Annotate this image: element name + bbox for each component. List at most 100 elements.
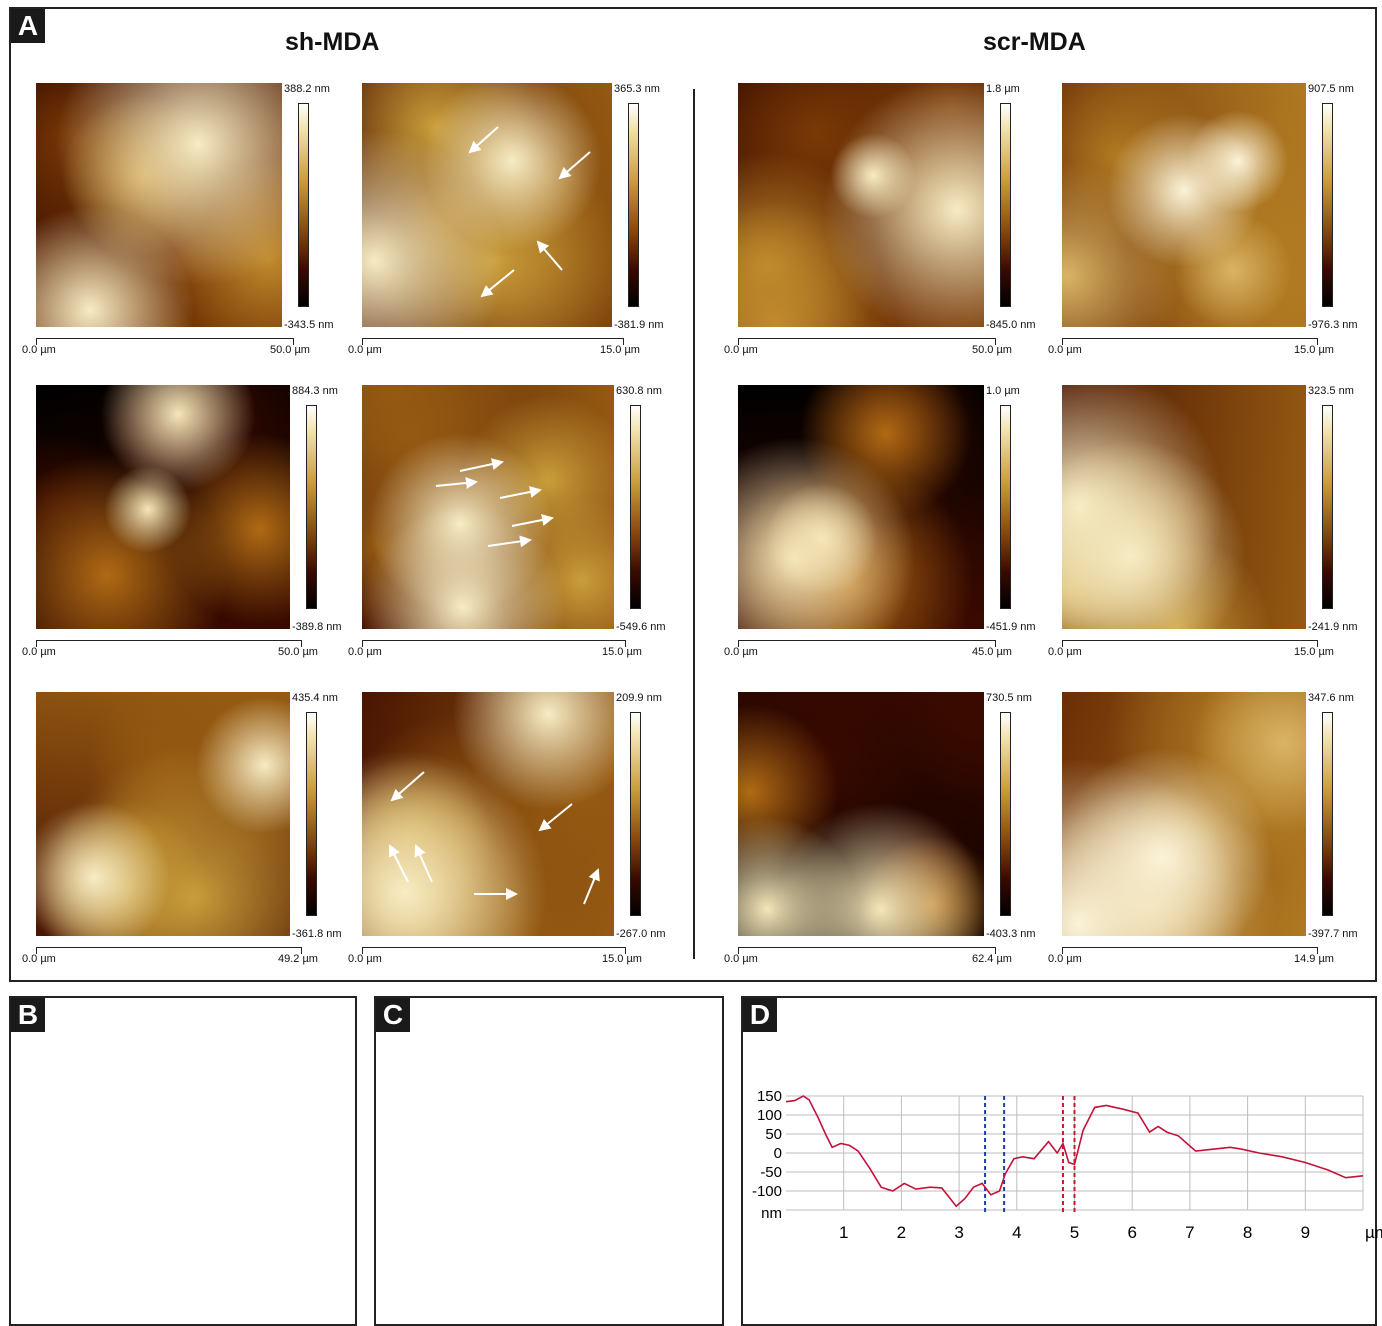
length-scale-bar <box>36 640 302 647</box>
length-scale-end: 45.0 µm <box>972 646 1012 658</box>
color-scale-max-label: 435.4 nm <box>292 692 338 704</box>
length-scale-end: 15.0 µm <box>600 344 640 356</box>
scr-mda-title: scr-MDA <box>983 28 1086 56</box>
panel-d: D <box>741 996 1377 1326</box>
length-scale-bar <box>1062 947 1318 954</box>
y-tick-label: -50 <box>760 1164 782 1181</box>
group-divider <box>693 89 695 959</box>
length-scale-start: 0.0 µm <box>348 953 382 965</box>
color-scale-min-label: -343.5 nm <box>284 319 334 331</box>
y-tick-label: 100 <box>757 1107 782 1124</box>
length-scale-end: 15.0 µm <box>602 646 642 658</box>
length-scale-end: 50.0 µm <box>270 344 310 356</box>
length-scale-start: 0.0 µm <box>22 646 56 658</box>
color-scale-min-label: -845.0 nm <box>986 319 1036 331</box>
sh-mda-title: sh-MDA <box>285 28 380 56</box>
length-scale-bar <box>1062 338 1318 345</box>
afm-image-a6 <box>362 385 614 629</box>
x-tick-label: 6 <box>1127 1223 1136 1242</box>
length-scale-end: 49.2 µm <box>278 953 318 965</box>
y-tick-label: 150 <box>757 1088 782 1105</box>
color-scale-bar <box>1000 712 1011 916</box>
profile-series-line <box>785 1095 1364 1208</box>
color-scale-max-label: 884.3 nm <box>292 385 338 397</box>
length-scale-bar <box>362 338 624 345</box>
afm-image-a12 <box>1062 692 1306 936</box>
color-scale-max-label: 209.9 nm <box>616 692 662 704</box>
afm-image-a9 <box>36 692 290 936</box>
length-scale-bar <box>738 338 996 345</box>
length-scale-start: 0.0 µm <box>1048 953 1082 965</box>
length-scale-end: 50.0 µm <box>972 344 1012 356</box>
afm-image-a5 <box>36 385 290 629</box>
color-scale-min-label: -241.9 nm <box>1308 621 1358 633</box>
color-scale-bar <box>628 103 639 307</box>
y-tick-label: 50 <box>765 1126 782 1143</box>
color-scale-bar <box>1322 103 1333 307</box>
panel-b-label: B <box>11 998 45 1032</box>
color-scale-min-label: -267.0 nm <box>616 928 666 940</box>
length-scale-start: 0.0 µm <box>348 344 382 356</box>
length-scale-end: 62.4 µm <box>972 953 1012 965</box>
length-scale-start: 0.0 µm <box>724 646 758 658</box>
panel-c-label: C <box>376 998 410 1032</box>
length-scale-start: 0.0 µm <box>724 953 758 965</box>
color-scale-max-label: 1.0 µm <box>986 385 1020 397</box>
length-scale-start: 0.0 µm <box>1048 646 1082 658</box>
length-scale-start: 0.0 µm <box>724 344 758 356</box>
afm-image-a11 <box>738 692 984 936</box>
length-scale-bar <box>36 338 294 345</box>
color-scale-max-label: 730.5 nm <box>986 692 1032 704</box>
x-tick-label: 8 <box>1243 1223 1252 1242</box>
afm-image-a3 <box>738 83 984 327</box>
length-scale-start: 0.0 µm <box>22 344 56 356</box>
color-scale-min-label: -397.7 nm <box>1308 928 1358 940</box>
color-scale-bar <box>298 103 309 307</box>
color-scale-max-label: 907.5 nm <box>1308 83 1354 95</box>
color-scale-bar <box>1000 103 1011 307</box>
length-scale-start: 0.0 µm <box>1048 344 1082 356</box>
x-tick-label: 4 <box>1012 1223 1021 1242</box>
length-scale-start: 0.0 µm <box>348 646 382 658</box>
color-scale-max-label: 1.8 µm <box>986 83 1020 95</box>
color-scale-max-label: 347.6 nm <box>1308 692 1354 704</box>
color-scale-max-label: 365.3 nm <box>614 83 660 95</box>
x-tick-label: 3 <box>954 1223 963 1242</box>
y-tick-label: -100 <box>752 1183 782 1200</box>
x-tick-label: 9 <box>1301 1223 1310 1242</box>
color-scale-bar <box>306 712 317 916</box>
panel-d-label: D <box>743 998 777 1032</box>
panel-b: B <box>9 996 357 1326</box>
color-scale-min-label: -549.6 nm <box>616 621 666 633</box>
color-scale-bar <box>1000 405 1011 609</box>
x-axis-unit: µm <box>1365 1223 1382 1242</box>
color-scale-bar <box>630 405 641 609</box>
length-scale-bar <box>36 947 302 954</box>
length-scale-bar <box>1062 640 1318 647</box>
height-profile-chart: 150 100 50 0 -50 -100 nm 1 2 3 4 5 6 7 8 9 µm <box>752 1088 1382 1242</box>
color-scale-bar <box>630 712 641 916</box>
color-scale-min-label: -389.8 nm <box>292 621 342 633</box>
length-scale-bar <box>738 947 996 954</box>
length-scale-end: 15.0 µm <box>1294 646 1334 658</box>
color-scale-min-label: -361.8 nm <box>292 928 342 940</box>
color-scale-max-label: 323.5 nm <box>1308 385 1354 397</box>
panel-c: C <box>374 996 724 1326</box>
length-scale-end: 15.0 µm <box>1294 344 1334 356</box>
color-scale-max-label: 388.2 nm <box>284 83 330 95</box>
color-scale-min-label: -381.9 nm <box>614 319 664 331</box>
y-tick-label: 0 <box>774 1145 782 1162</box>
color-scale-min-label: -451.9 nm <box>986 621 1036 633</box>
length-scale-bar <box>362 947 626 954</box>
afm-image-a2 <box>362 83 612 327</box>
x-tick-label: 5 <box>1070 1223 1079 1242</box>
afm-image-a7 <box>738 385 984 629</box>
afm-image-a1 <box>36 83 282 327</box>
length-scale-end: 50.0 µm <box>278 646 318 658</box>
afm-image-a4 <box>1062 83 1306 327</box>
afm-image-a10 <box>362 692 614 936</box>
afm-image-a8 <box>1062 385 1306 629</box>
length-scale-end: 14.9 µm <box>1294 953 1334 965</box>
color-scale-min-label: -403.3 nm <box>986 928 1036 940</box>
color-scale-bar <box>1322 405 1333 609</box>
